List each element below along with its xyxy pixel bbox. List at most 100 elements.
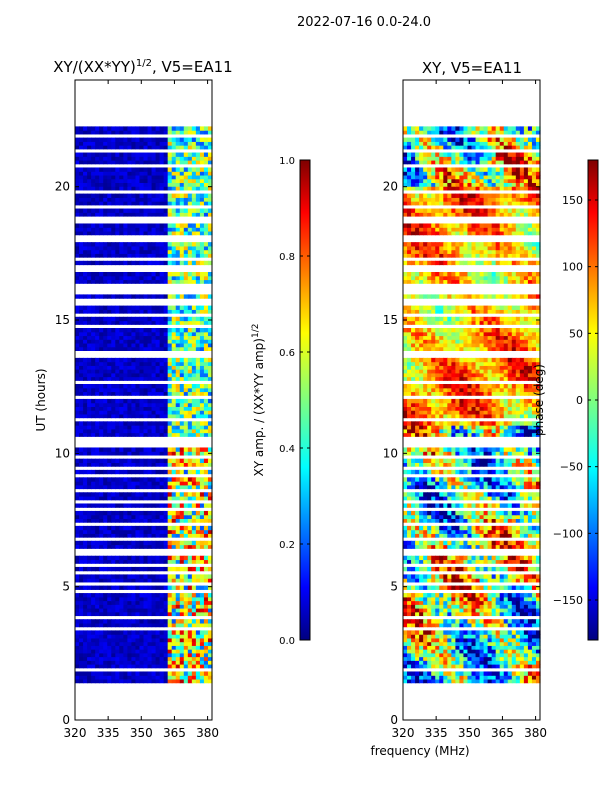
heatmap-cell [507,637,513,643]
heatmap-cell [419,630,424,635]
heatmap-cell [107,664,112,669]
heatmap-cell [87,566,92,572]
heatmap-cell [111,593,116,598]
heatmap-cell [151,384,157,389]
heatmap-cell [467,630,473,635]
heatmap-cell [83,406,88,411]
heatmap-cell [147,365,153,370]
heatmap-cell [151,641,157,646]
heatmap-cell [167,208,173,213]
heatmap-cell [407,518,412,523]
heatmap-cell [75,160,80,165]
heatmap-cell [407,600,412,605]
heatmap-cell [131,156,137,161]
heatmap-cell [175,608,181,613]
heatmap-cell [415,559,420,564]
heatmap-cell [155,376,161,381]
heatmap-cell [123,201,128,206]
heatmap-cell [107,593,112,598]
heatmap-cell [167,510,173,516]
heatmap-cell [103,369,108,374]
heatmap-cell [123,145,128,150]
heatmap-cell [143,245,149,251]
heatmap-cell [75,656,80,661]
heatmap-cell [503,518,509,523]
heatmap-cell [167,574,173,579]
heatmap-cell [103,384,108,389]
heatmap-cell [403,630,408,635]
heatmap-cell [167,630,173,635]
heatmap-cell [103,514,108,519]
heatmap-cell [191,578,197,583]
heatmap-cell [163,574,169,579]
heatmap-cell [195,365,201,370]
heatmap-cell [163,637,169,643]
heatmap-cell [431,678,436,684]
heatmap-cell [467,611,473,617]
heatmap-cell [451,503,456,508]
heatmap-cell [79,410,84,415]
heatmap-cell [155,335,161,340]
heatmap-cell [83,421,88,426]
heatmap-cell [487,533,493,538]
heatmap-cell [163,365,169,370]
heatmap-cell [183,160,189,165]
heatmap-cell [175,604,181,609]
heatmap-cell [467,555,473,561]
heatmap-cell [479,484,485,490]
heatmap-cell [91,212,96,217]
heatmap-cell [175,156,181,161]
heatmap-cell [187,645,193,650]
heatmap-cell [179,398,185,404]
heatmap-cell [187,600,193,605]
heatmap-cell [179,496,185,501]
heatmap-cell [403,660,408,665]
heatmap-cell [199,555,205,561]
heatmap-cell [203,406,209,411]
heatmap-cell [75,130,80,135]
heatmap-cell [191,342,197,348]
heatmap-cell [191,305,197,310]
heatmap-cell [151,447,157,452]
heatmap-cell [403,481,408,486]
heatmap-cell [143,342,149,348]
heatmap-cell [139,410,145,415]
heatmap-cell [503,630,509,635]
heatmap-cell [163,275,169,281]
heatmap-cell [451,514,456,519]
heatmap-cell [163,492,169,497]
heatmap-cell [147,197,153,202]
heatmap-cell [79,342,84,348]
heatmap-cell [163,309,169,314]
heatmap-cell [95,622,100,628]
heatmap-cell [175,260,181,266]
heatmap-cell [167,660,173,665]
heatmap-cell [195,544,201,549]
heatmap-cell [127,186,133,191]
heatmap-cell [171,141,177,146]
heatmap-cell [491,544,497,549]
heatmap-cell [407,481,412,486]
heatmap-cell [199,328,205,333]
heatmap-cell [423,525,428,531]
heatmap-cell [135,656,141,661]
heatmap-cell [123,622,128,628]
heatmap-cell [155,272,161,277]
heatmap-cell [127,600,133,605]
heatmap-cell [515,596,521,602]
heatmap-cell [91,272,96,277]
heatmap-cell [171,660,177,665]
heatmap-cell [119,544,124,549]
heatmap-cell [419,492,424,497]
heatmap-cell [195,413,201,419]
heatmap-cell [515,611,521,617]
heatmap-cell [183,578,189,583]
heatmap-cell [495,593,501,598]
heatmap-cell [167,492,173,497]
heatmap-cell [419,675,424,680]
heatmap-cell [99,342,104,348]
heatmap-cell [179,275,185,281]
heatmap-cell [199,421,205,426]
heatmap-cell [467,671,473,676]
heatmap-cell [419,529,424,534]
